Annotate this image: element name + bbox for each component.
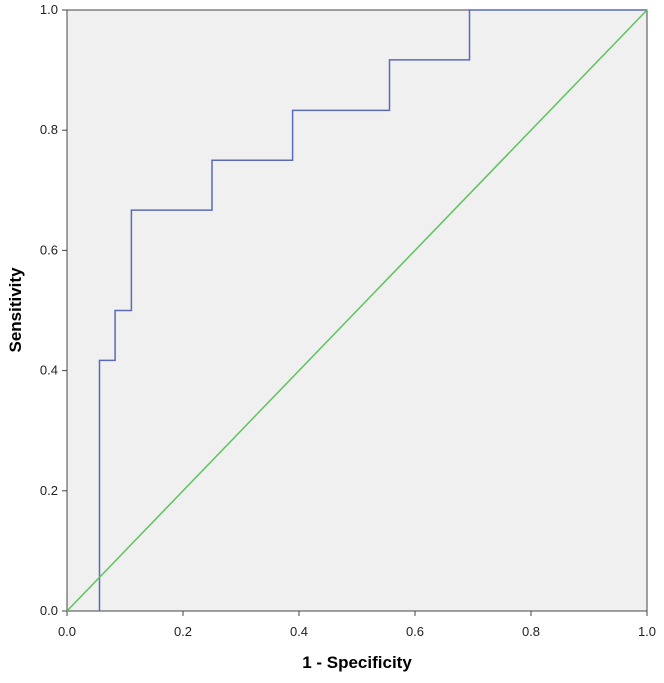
- y-tick-label: 0.6: [40, 242, 58, 257]
- y-tick-label: 0.0: [40, 603, 58, 618]
- y-tick-label: 0.8: [40, 122, 58, 137]
- roc-curve-line: [98, 9, 647, 611]
- x-axis-ticks: 0.0 0.2 0.4 0.6 0.8 1.0: [58, 611, 656, 639]
- series-layer: [66, 9, 648, 612]
- y-tick-label: 0.2: [40, 483, 58, 498]
- y-axis-title: Sensitivity: [6, 267, 25, 353]
- x-tick-label: 0.6: [406, 624, 424, 639]
- y-tick-label: 1.0: [40, 2, 58, 17]
- x-axis-title: 1 - Specificity: [302, 653, 412, 672]
- x-tick-label: 0.0: [58, 624, 76, 639]
- reference-diagonal-line: [66, 9, 648, 612]
- y-axis-ticks: 0.0 0.2 0.4 0.6 0.8 1.0: [40, 2, 67, 618]
- x-tick-label: 0.4: [290, 624, 308, 639]
- x-tick-label: 1.0: [638, 624, 656, 639]
- x-tick-label: 0.2: [174, 624, 192, 639]
- y-tick-label: 0.4: [40, 363, 58, 378]
- x-tick-label: 0.8: [522, 624, 540, 639]
